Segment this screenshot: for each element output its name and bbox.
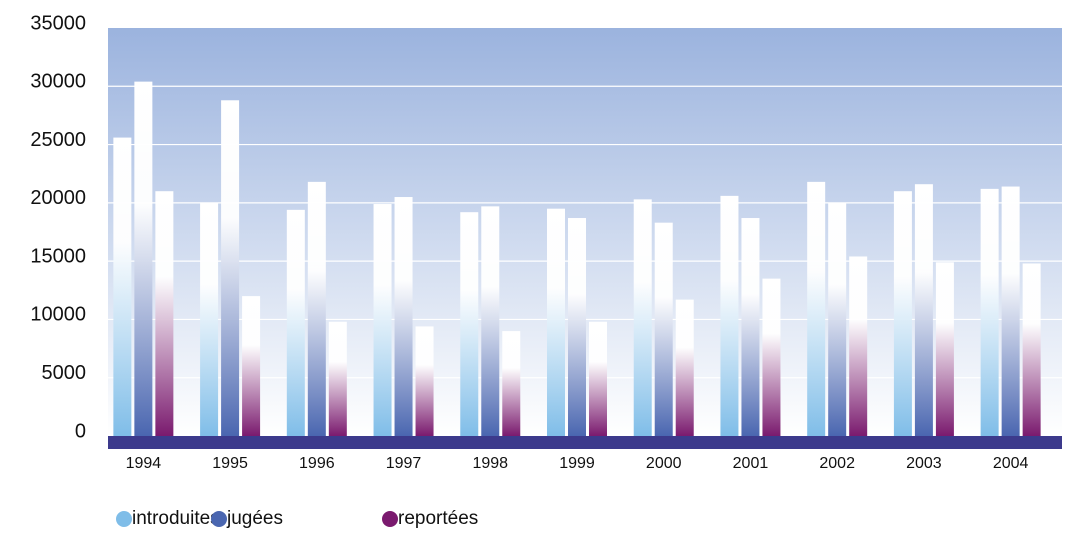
bar <box>568 218 586 436</box>
bar <box>155 191 174 436</box>
legend-label: introduites <box>132 508 220 529</box>
bar <box>654 222 673 436</box>
bar <box>741 218 760 436</box>
legend-swatch <box>211 511 227 527</box>
x-tick-label: 2000 <box>646 455 682 472</box>
bar <box>807 181 826 436</box>
bar <box>242 296 261 436</box>
x-tick-label: 2004 <box>993 455 1029 472</box>
y-tick-label: 25000 <box>30 129 86 151</box>
bar <box>200 202 219 436</box>
bar <box>1001 186 1020 436</box>
bar <box>828 202 847 436</box>
y-tick-label: 5000 <box>42 362 87 384</box>
x-tick-label: 1994 <box>126 455 162 472</box>
bar <box>460 212 479 436</box>
x-tick-label: 2001 <box>733 455 769 472</box>
bar <box>394 197 413 436</box>
y-tick-label: 15000 <box>30 245 86 267</box>
x-tick-label: 1995 <box>212 455 248 472</box>
bar <box>980 188 999 436</box>
legend-label: jugées <box>226 508 283 529</box>
bar <box>633 199 652 436</box>
y-tick-label: 35000 <box>30 12 86 34</box>
bar <box>1022 263 1041 436</box>
legend-label: reportées <box>398 508 478 529</box>
bar <box>547 208 565 436</box>
bar <box>720 195 739 436</box>
bar <box>935 262 954 436</box>
bar <box>849 256 868 436</box>
bar <box>134 81 153 436</box>
bar <box>113 137 132 436</box>
x-tick-label: 2002 <box>819 455 855 472</box>
x-tick-label: 1999 <box>559 455 595 472</box>
bar <box>502 331 521 436</box>
bar <box>328 321 347 436</box>
x-tick-label: 2003 <box>906 455 942 472</box>
x-tick-label: 1996 <box>299 455 335 472</box>
bar <box>914 184 933 436</box>
y-tick-label: 0 <box>75 420 86 442</box>
x-tick-label: 1998 <box>472 455 508 472</box>
bar <box>589 321 607 436</box>
axis-band <box>108 436 1062 449</box>
legend-swatch <box>382 511 398 527</box>
bar <box>762 278 781 436</box>
y-tick-label: 20000 <box>30 187 86 209</box>
bar <box>415 326 434 436</box>
bar <box>893 191 912 436</box>
bar <box>373 204 392 436</box>
y-tick-label: 30000 <box>30 71 86 93</box>
bar <box>286 209 305 436</box>
x-tick-label: 1997 <box>386 455 422 472</box>
bar <box>307 181 326 436</box>
y-tick-label: 10000 <box>30 304 86 326</box>
bar <box>675 299 694 436</box>
bar <box>481 206 500 436</box>
legend-swatch <box>116 511 132 527</box>
bar <box>221 100 240 436</box>
